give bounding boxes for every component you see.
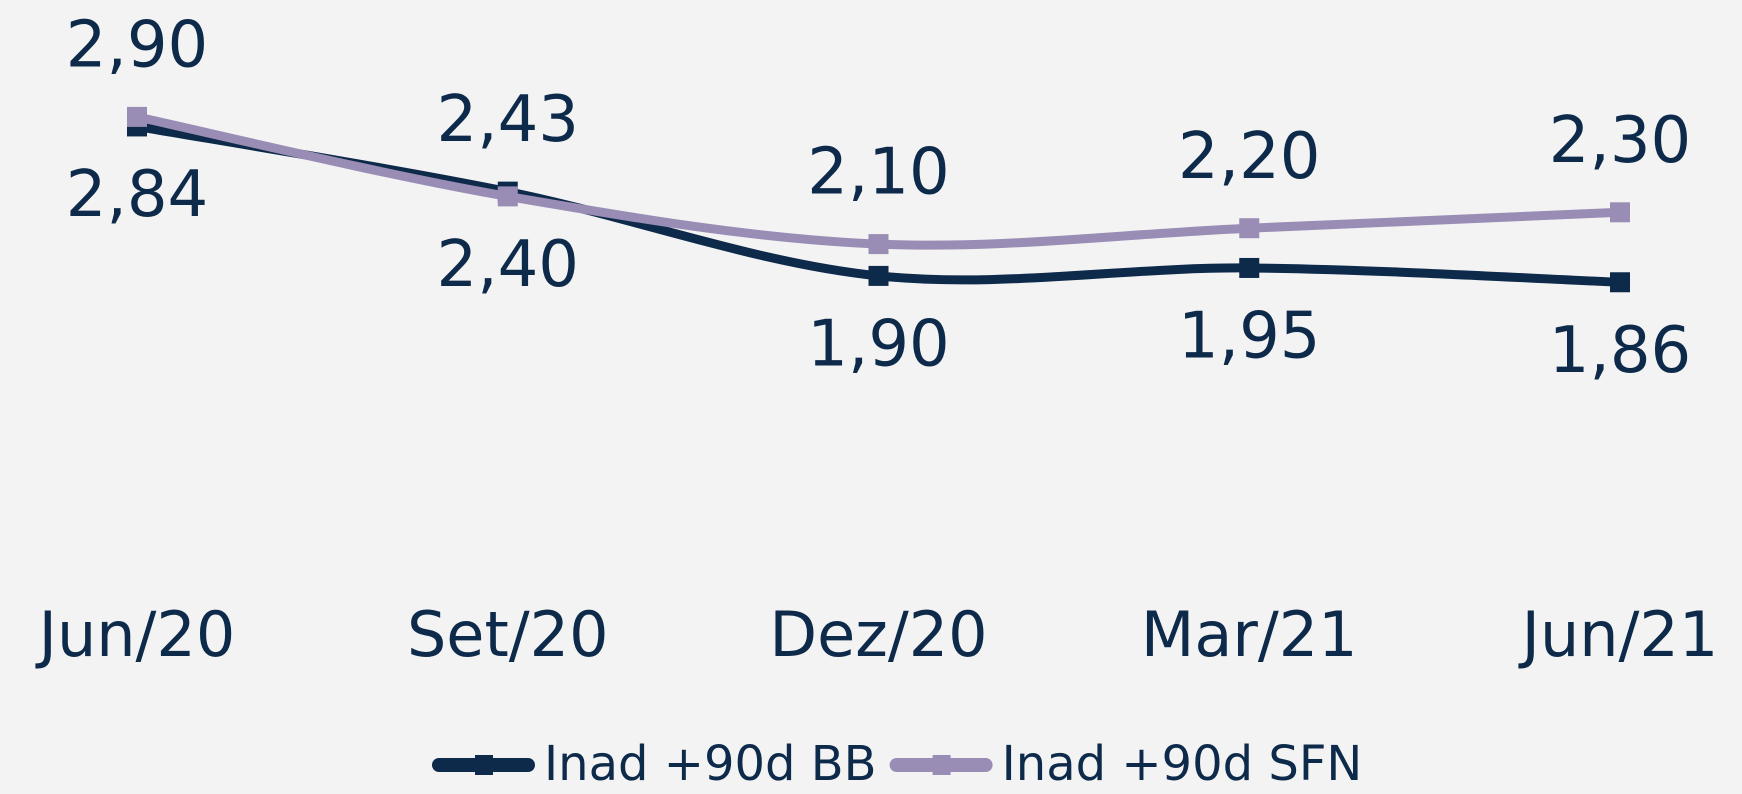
point-marker bbox=[1239, 257, 1260, 278]
value-label: 2,90 bbox=[66, 8, 209, 82]
x-tick-label: Set/20 bbox=[407, 598, 609, 671]
value-label: 1,90 bbox=[807, 307, 950, 381]
point-marker bbox=[1610, 202, 1630, 223]
value-label: 2,30 bbox=[1549, 104, 1692, 178]
point-marker bbox=[497, 186, 518, 207]
value-label: 1,86 bbox=[1549, 314, 1692, 388]
value-label: 2,40 bbox=[437, 228, 580, 302]
point-marker bbox=[1610, 272, 1630, 293]
x-tick-label: Jun/20 bbox=[35, 598, 236, 671]
value-label: 2,20 bbox=[1178, 120, 1321, 194]
legend-marker bbox=[475, 755, 493, 775]
legend-label: Inad +90d SFN bbox=[1002, 736, 1363, 792]
x-tick-label: Dez/20 bbox=[769, 598, 987, 671]
value-label: 2,43 bbox=[437, 83, 580, 157]
point-marker bbox=[127, 106, 147, 127]
value-label: 2,84 bbox=[66, 158, 209, 232]
point-marker bbox=[868, 234, 889, 255]
point-marker bbox=[868, 265, 889, 286]
value-label: 1,95 bbox=[1178, 300, 1321, 374]
legend-label: Inad +90d BB bbox=[544, 736, 877, 792]
point-marker bbox=[1239, 218, 1260, 239]
legend-marker bbox=[932, 755, 951, 775]
value-label: 2,10 bbox=[807, 136, 950, 210]
x-tick-label: Mar/21 bbox=[1141, 598, 1358, 671]
x-tick-label: Jun/21 bbox=[1518, 598, 1719, 671]
